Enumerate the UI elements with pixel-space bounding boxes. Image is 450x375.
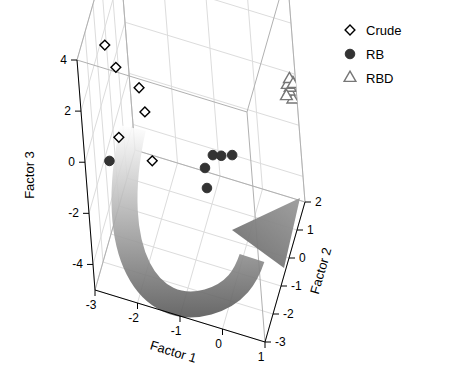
legend: Crude RB RBD bbox=[344, 23, 401, 86]
tick bbox=[281, 286, 287, 287]
tick bbox=[265, 342, 271, 343]
tick bbox=[95, 290, 96, 296]
tick-label: 2 bbox=[64, 104, 71, 118]
legend-marker bbox=[345, 49, 355, 59]
point bbox=[114, 132, 124, 142]
arrow-head bbox=[232, 198, 300, 268]
grid-line bbox=[125, 22, 295, 74]
box-edge bbox=[287, 0, 305, 202]
grid-line bbox=[135, 150, 305, 202]
box-edge bbox=[77, 0, 117, 60]
y-axis-title: Factor 2 bbox=[307, 246, 335, 296]
tick-label: 4 bbox=[60, 53, 67, 67]
tick-label: 0 bbox=[215, 337, 222, 351]
point bbox=[140, 107, 150, 117]
tick-label: -3 bbox=[275, 335, 286, 349]
x-axis-title: Factor 1 bbox=[148, 338, 198, 366]
legend-label: RB bbox=[366, 47, 384, 62]
tick bbox=[305, 202, 311, 203]
box-edge bbox=[77, 60, 247, 112]
tick-label: -2 bbox=[68, 206, 79, 220]
box-edge bbox=[135, 150, 305, 202]
point bbox=[216, 151, 226, 161]
legend-marker bbox=[344, 71, 356, 81]
grid-line bbox=[160, 0, 178, 163]
axes: -3-2-101-3-2-1012-4-2024Factor 1Factor 2… bbox=[22, 53, 334, 366]
point bbox=[147, 156, 157, 166]
tick bbox=[289, 258, 295, 259]
tick bbox=[83, 213, 89, 214]
tick bbox=[297, 230, 303, 231]
tick-label: 0 bbox=[68, 155, 75, 169]
tick bbox=[222, 329, 223, 335]
point bbox=[281, 89, 293, 99]
point bbox=[134, 83, 144, 93]
tick bbox=[75, 111, 81, 112]
point bbox=[202, 183, 212, 193]
z-axis-title: Factor 3 bbox=[22, 151, 37, 199]
grid-line bbox=[133, 124, 303, 176]
grid-line bbox=[245, 0, 263, 189]
grid-line bbox=[129, 73, 299, 125]
grid-line bbox=[287, 0, 305, 202]
grid-line bbox=[81, 0, 121, 111]
tick bbox=[180, 316, 181, 322]
point bbox=[200, 163, 210, 173]
point bbox=[100, 40, 110, 50]
box-edge bbox=[247, 0, 287, 112]
point bbox=[287, 77, 299, 87]
grid-line bbox=[85, 22, 125, 162]
tick-label: 0 bbox=[299, 251, 306, 265]
points bbox=[100, 40, 299, 193]
grid-line bbox=[77, 0, 117, 60]
tick bbox=[79, 162, 85, 163]
legend-label: RBD bbox=[366, 71, 393, 86]
chart: -3-2-101-3-2-1012-4-2024Factor 1Factor 2… bbox=[0, 0, 450, 375]
legend-marker bbox=[345, 25, 355, 35]
legend-label: Crude bbox=[366, 23, 401, 38]
box bbox=[77, 0, 305, 342]
z-axis-line bbox=[77, 60, 95, 290]
grid-line bbox=[121, 0, 291, 23]
tick-label: -4 bbox=[72, 257, 83, 271]
y-axis-line bbox=[265, 202, 305, 342]
tick-label: -2 bbox=[128, 311, 139, 325]
point bbox=[227, 150, 237, 160]
tick bbox=[273, 314, 279, 315]
tick-label: -1 bbox=[171, 324, 182, 338]
tick-label: -2 bbox=[283, 307, 294, 321]
grid-line bbox=[202, 0, 220, 176]
tick bbox=[265, 342, 266, 348]
tick-label: 1 bbox=[258, 350, 265, 364]
point bbox=[111, 62, 121, 72]
arrow-body bbox=[124, 128, 252, 304]
point bbox=[105, 156, 115, 166]
arrow bbox=[124, 128, 300, 304]
tick bbox=[87, 264, 93, 265]
x-axis-line bbox=[95, 290, 265, 342]
tick bbox=[71, 60, 77, 61]
grid bbox=[77, 0, 305, 342]
tick-label: 2 bbox=[315, 195, 322, 209]
tick-label: -3 bbox=[86, 298, 97, 312]
tick-label: -1 bbox=[291, 279, 302, 293]
tick-label: 1 bbox=[307, 223, 314, 237]
tick bbox=[137, 303, 138, 309]
